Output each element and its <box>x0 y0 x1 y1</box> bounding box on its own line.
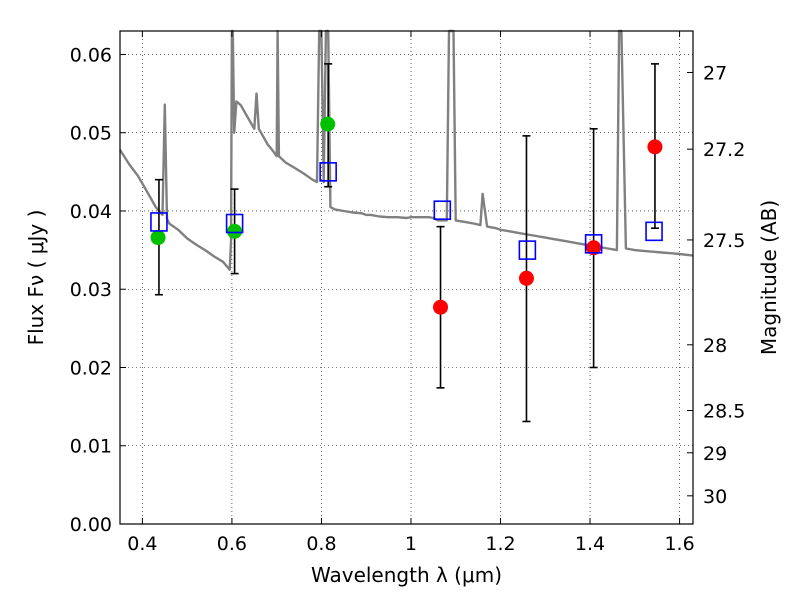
data-markers <box>150 116 663 315</box>
y-tick-label: 0.04 <box>70 201 112 223</box>
observed-point <box>227 223 243 239</box>
y2-tick-label: 28.5 <box>703 401 745 423</box>
model-square-marker <box>518 240 537 260</box>
y2-tick-label: 27.2 <box>703 139 745 161</box>
y-tick-label: 0.01 <box>70 436 112 458</box>
y2-tick-label: 30 <box>703 486 727 508</box>
x-tick-label: 0.6 <box>217 533 247 555</box>
x-tick-label: 1.6 <box>664 533 694 555</box>
observed-point <box>518 270 534 286</box>
y-tick-label: 0.06 <box>70 44 112 66</box>
y2-tick-label: 27 <box>703 62 727 84</box>
x-tick-label: 1.2 <box>485 533 515 555</box>
plot-frame <box>119 30 694 525</box>
model-square-marker <box>645 221 663 242</box>
y-tick-label: 0.00 <box>70 514 112 536</box>
x-tick-label: 0.8 <box>306 533 336 555</box>
model-square-marker <box>319 162 337 182</box>
axis-ticks: 0.4 0.6 0.8 1 1.2 1.4 1.6 0.00 0.01 0.02 0.03 0.04 0… <box>70 31 745 555</box>
y-axis-label: Flux Fν ( μJy ) <box>24 210 48 346</box>
y2-axis-label: Magnitude (AB) <box>757 200 781 355</box>
observed-point <box>150 230 166 246</box>
model-spectrum <box>118 29 694 271</box>
x-tick-label: 1.4 <box>575 533 605 555</box>
y2-tick-label: 28 <box>703 335 727 357</box>
model-square-marker <box>225 213 244 234</box>
model-square-marker <box>150 212 168 232</box>
model-square-marker <box>433 200 452 221</box>
x-axis-label: Wavelength λ (μm) <box>311 563 502 587</box>
observed-point <box>586 240 602 256</box>
y-tick-label: 0.02 <box>70 357 112 379</box>
x-tick-label: 1 <box>405 533 417 555</box>
y-tick-label: 0.03 <box>70 279 112 301</box>
x-tick-label: 0.4 <box>127 533 157 555</box>
y-tick-label: 0.05 <box>70 123 112 145</box>
grid <box>120 31 693 525</box>
observed-point <box>647 139 663 155</box>
observed-point <box>433 299 449 315</box>
y2-tick-label: 27.5 <box>703 230 745 252</box>
y2-tick-label: 29 <box>703 443 727 465</box>
spectrum-line <box>118 29 694 271</box>
model-square-marker <box>584 234 603 254</box>
observed-point <box>320 116 336 132</box>
